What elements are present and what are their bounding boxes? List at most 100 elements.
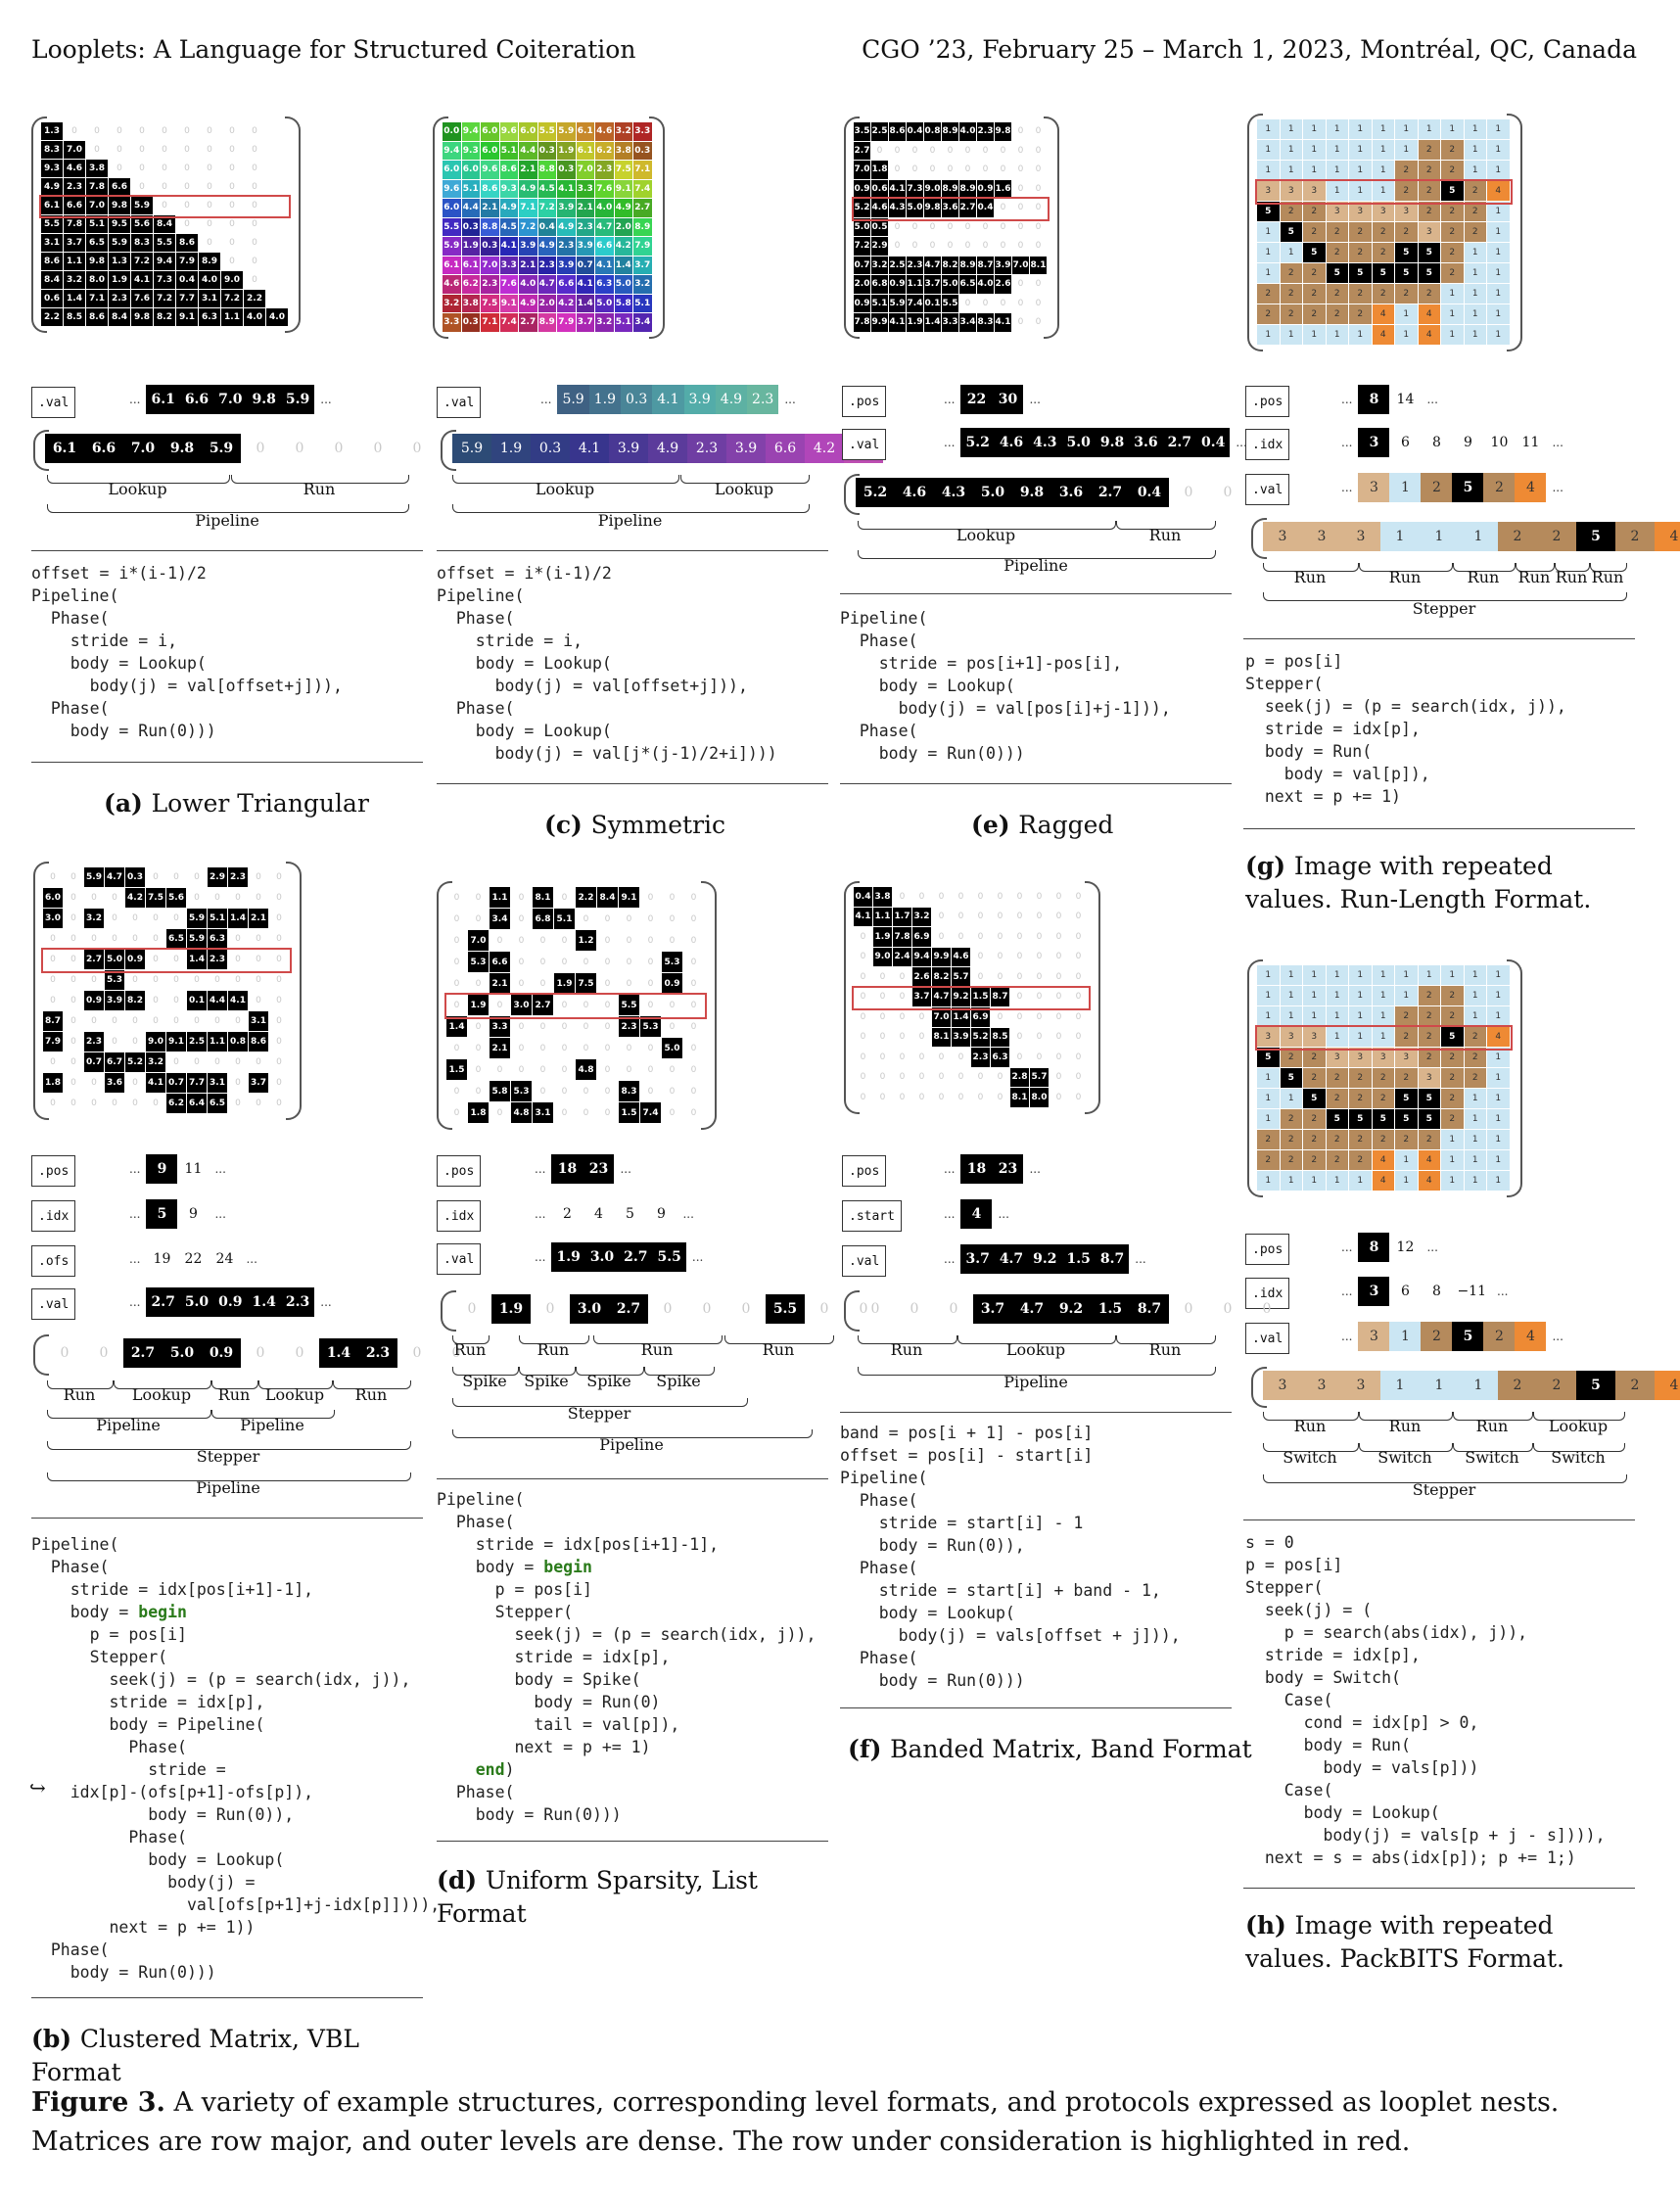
row-strip-f-value: 0 (949, 1301, 958, 1317)
image-grid-h-cell: 1 (1303, 1006, 1326, 1026)
image-grid-h-cell: 1 (1349, 1171, 1372, 1191)
matrix-e-cell: 0 (1017, 145, 1024, 156)
val-strip-g-ellipsis: ... (1552, 481, 1563, 494)
matrix-d-cell: 0 (561, 1107, 568, 1118)
matrix-f-cell: 5.7 (1030, 1067, 1049, 1087)
brace-h-sw-0 (1263, 1443, 1359, 1452)
matrix-b-cell: 0 (70, 934, 76, 944)
matrix-f-cell: 7.0 (932, 1007, 951, 1027)
matrix-d-cell: 0 (518, 935, 525, 946)
matrix-a-cell: 9.8 (86, 253, 108, 270)
matrix-b-cell: 5.9 (187, 909, 207, 928)
matrix-c-cell: 7.4 (633, 179, 652, 198)
matrix-f-cell: 6.9 (912, 927, 931, 947)
image-grid-h-cell: 4 (1372, 1150, 1394, 1170)
row-strip-f-value: 1.5 (1091, 1294, 1130, 1324)
image-grid-h-cell: 2 (1326, 1150, 1348, 1170)
row-strip-c-value: 5.9 (452, 434, 491, 463)
image-grid-g-cell: 1 (1464, 263, 1486, 283)
matrix-f-cell: 0 (1016, 1011, 1023, 1022)
matrix-f-cell: 0 (957, 1092, 964, 1102)
matrix-f-cell: 0 (860, 971, 866, 982)
matrix-b-cell: 0.1 (187, 991, 207, 1010)
matrix-f-cell: 0 (938, 912, 945, 922)
matrix-a-cell: 6.6 (64, 197, 85, 214)
image-grid-g-cell: 1 (1326, 161, 1348, 180)
val-strip-c-value: 3.9 (683, 385, 716, 414)
matrix-f-cell: 1.4 (952, 1007, 970, 1027)
matrix-f-cell: 0 (1036, 931, 1043, 942)
matrix-a-cell: 8.4 (109, 308, 130, 326)
row-strip-d-value: 0 (663, 1301, 673, 1317)
matrix-f-cell: 0 (997, 931, 1003, 942)
label-run-f1: Run (890, 1340, 923, 1359)
matrix-e-cell: 8.1 (1030, 256, 1047, 274)
code-d: Pipeline( Phase( stride = idx[pos[i+1]-1… (437, 1490, 817, 1824)
row-strip-h-value: 3 (1302, 1371, 1341, 1400)
image-grid-h-cell: 2 (1395, 1027, 1418, 1047)
matrix-b-cell: 0 (91, 1078, 97, 1088)
image-grid-g-cell: 2 (1280, 304, 1302, 324)
image-grid-g-cell: 2 (1326, 304, 1348, 324)
matrix-b-cell: 0 (153, 1098, 159, 1108)
matrix-e-cell: 8.9 (942, 179, 958, 198)
matrix-f-cell: 0 (957, 912, 964, 922)
matrix-b-cell: 0 (50, 1098, 56, 1108)
image-grid-g-cell: 1 (1395, 119, 1418, 139)
matrix-a-cell: 2.3 (64, 178, 85, 196)
image-grid-h-cell: 1 (1326, 1171, 1348, 1191)
matrix-d-cell: 0 (690, 892, 697, 903)
matrix-d-cell: 0 (453, 1086, 460, 1097)
matrix-d-cell: 1.4 (446, 1016, 467, 1037)
matrix-d-cell: 6.8 (533, 909, 553, 929)
image-grid-h-cell: 1 (1372, 1006, 1394, 1026)
matrix-b-cell: 3.2 (146, 1052, 165, 1072)
matrix-c-cell: 4.9 (519, 179, 537, 198)
matrix-a-cell: 0 (229, 238, 235, 248)
matrix-a-cell: 7.1 (86, 290, 108, 307)
val-strip-g: ... 3 1 2 5 2 4... (1335, 473, 1569, 502)
matrix-f-cell: 0 (997, 1011, 1003, 1022)
matrix-e: 3.5 2.5 8.6 0.4 0.8 8.9 4.0 2.3 9.8 0 0 2.7 0 0 0 0 0 0 0 0… (854, 122, 1047, 332)
matrix-c-cell: 6.2 (461, 275, 480, 294)
val-strip-h-value: 1 (1389, 1322, 1422, 1351)
image-grid-g-cell: 2 (1395, 222, 1418, 242)
matrix-e-cell: 0 (1000, 241, 1006, 252)
matrix-f-cell: 0 (899, 1011, 906, 1022)
matrix-d-cell: 0 (690, 1043, 697, 1053)
row-strip-h-value: 3 (1341, 1371, 1380, 1400)
matrix-a-cell: 4.0 (244, 308, 265, 326)
matrix-d-cell: 0 (475, 1021, 482, 1032)
row-strip-f-value: 4.7 (1012, 1294, 1051, 1324)
matrix-e-cell: 0 (964, 241, 971, 252)
row-strip-g-value: 2 (1615, 522, 1655, 551)
image-grid-g-cell: 5 (1326, 263, 1348, 283)
image-grid-g-cell: 1 (1257, 263, 1280, 283)
row-strip-h-value: 2 (1537, 1371, 1576, 1400)
image-grid-h-cell: 2 (1349, 1089, 1372, 1108)
matrix-f-cell: 0 (899, 971, 906, 982)
matrix-d-cell: 0 (539, 1064, 546, 1075)
image-grid-g-cell: 2 (1464, 181, 1486, 201)
matrix-c-cell: 0.3 (557, 161, 576, 179)
matrix-d-cell: 0 (690, 978, 697, 989)
brace-b-4 (333, 1380, 411, 1389)
row-strip-b-value: 0 (295, 1345, 304, 1361)
matrix-e-cell: 0 (1035, 279, 1042, 290)
row-strip-c-value: 0.3 (531, 434, 570, 463)
matrix-e-cell: 4.7 (924, 256, 941, 274)
matrix-b-cell: 5.3 (105, 970, 124, 990)
image-grid-h-cell: 2 (1395, 1006, 1418, 1026)
pos-strip-d-value: 23 (583, 1154, 615, 1184)
matrix-f-cell: 0 (997, 1072, 1003, 1083)
matrix-e-cell: 5.0 (942, 275, 958, 294)
field-idx-d: .idx (437, 1200, 482, 1232)
matrix-e-cell: 0 (929, 241, 936, 252)
matrix-e-cell: 2.7 (959, 199, 976, 217)
matrix-b-cell: 3.1 (208, 1073, 227, 1093)
row-strip-d-value: 1.9 (491, 1294, 531, 1324)
val-strip-g-value: 2 (1421, 473, 1453, 502)
caption-a: (a) Lower Triangular (104, 789, 369, 818)
brace-b-3 (258, 1380, 333, 1389)
image-grid-g-cell: 1 (1349, 325, 1372, 345)
